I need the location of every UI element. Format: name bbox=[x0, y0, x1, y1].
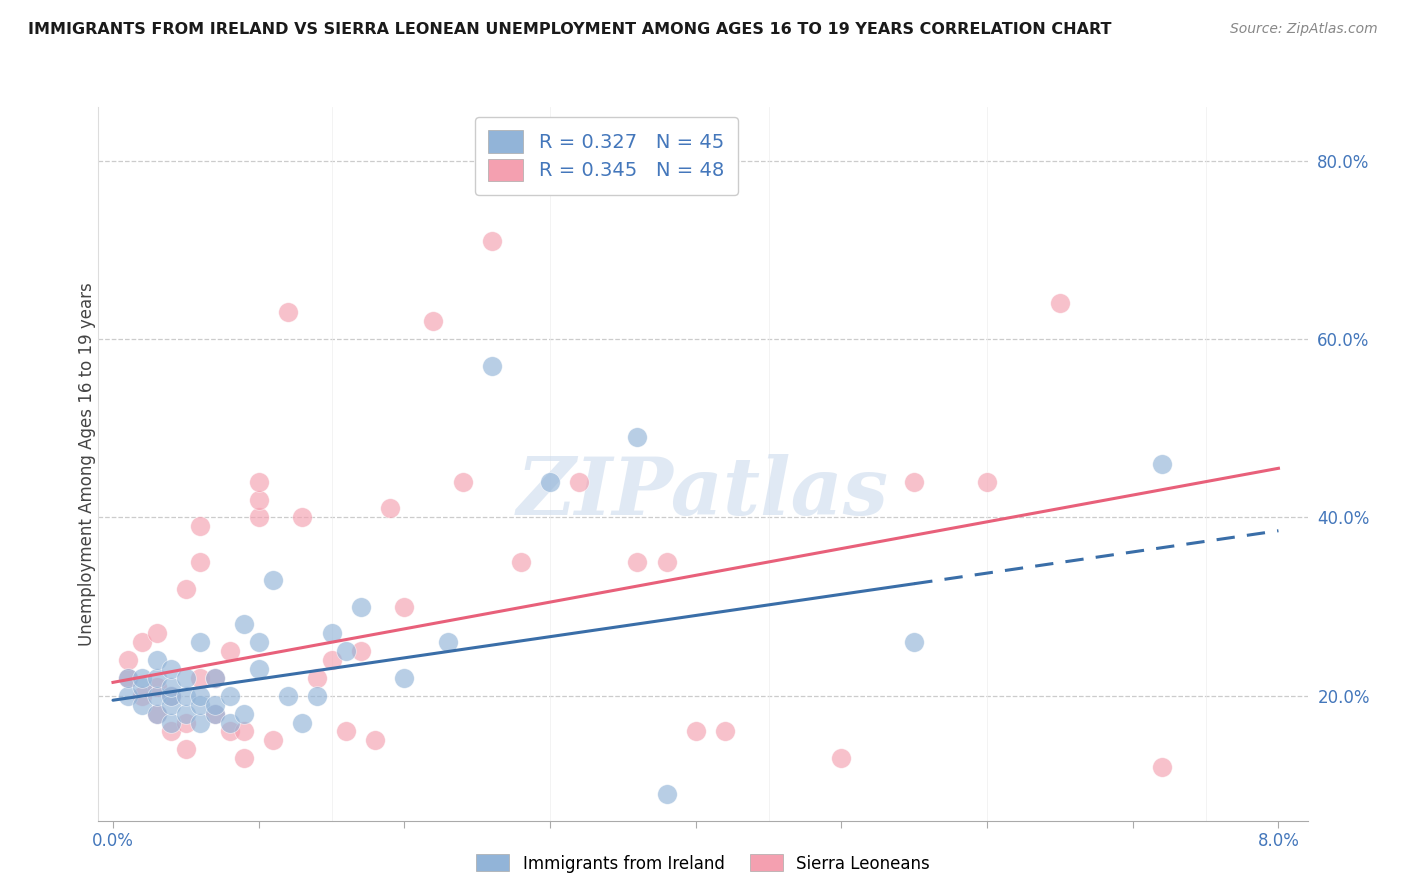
Point bbox=[145, 680, 167, 694]
Point bbox=[451, 475, 474, 489]
Point bbox=[160, 680, 183, 694]
Point bbox=[117, 653, 139, 667]
Point bbox=[174, 689, 197, 703]
Point bbox=[247, 492, 270, 507]
Text: ZIPatlas: ZIPatlas bbox=[517, 454, 889, 531]
Point bbox=[174, 742, 197, 756]
Point bbox=[160, 662, 183, 676]
Point bbox=[394, 671, 416, 685]
Point bbox=[160, 715, 183, 730]
Point bbox=[190, 698, 212, 712]
Point bbox=[350, 599, 373, 614]
Point bbox=[1049, 296, 1071, 310]
Point bbox=[233, 617, 256, 632]
Point bbox=[685, 724, 707, 739]
Point bbox=[378, 501, 401, 516]
Point bbox=[305, 689, 328, 703]
Point bbox=[233, 751, 256, 765]
Point bbox=[422, 314, 444, 328]
Point bbox=[204, 706, 226, 721]
Point bbox=[305, 671, 328, 685]
Point bbox=[247, 635, 270, 649]
Point bbox=[204, 706, 226, 721]
Point bbox=[437, 635, 460, 649]
Point bbox=[568, 475, 591, 489]
Point bbox=[321, 653, 343, 667]
Point bbox=[509, 555, 531, 569]
Point bbox=[218, 689, 240, 703]
Text: IMMIGRANTS FROM IRELAND VS SIERRA LEONEAN UNEMPLOYMENT AMONG AGES 16 TO 19 YEARS: IMMIGRANTS FROM IRELAND VS SIERRA LEONEA… bbox=[28, 22, 1112, 37]
Point bbox=[321, 626, 343, 640]
Point bbox=[335, 724, 357, 739]
Point bbox=[145, 706, 167, 721]
Point bbox=[626, 430, 648, 444]
Point bbox=[117, 689, 139, 703]
Point bbox=[976, 475, 998, 489]
Point bbox=[145, 653, 167, 667]
Point bbox=[335, 644, 357, 658]
Y-axis label: Unemployment Among Ages 16 to 19 years: Unemployment Among Ages 16 to 19 years bbox=[79, 282, 96, 646]
Point bbox=[262, 733, 284, 747]
Point bbox=[190, 555, 212, 569]
Point bbox=[145, 706, 167, 721]
Point bbox=[350, 644, 373, 658]
Point bbox=[291, 715, 314, 730]
Point bbox=[1150, 457, 1173, 471]
Point bbox=[655, 555, 678, 569]
Point bbox=[160, 698, 183, 712]
Point bbox=[131, 689, 153, 703]
Point bbox=[131, 635, 153, 649]
Point bbox=[481, 234, 503, 248]
Point bbox=[277, 305, 299, 319]
Point bbox=[655, 787, 678, 801]
Point bbox=[1150, 760, 1173, 774]
Point bbox=[145, 671, 167, 685]
Point bbox=[190, 671, 212, 685]
Point bbox=[262, 573, 284, 587]
Point bbox=[218, 715, 240, 730]
Point bbox=[903, 475, 925, 489]
Point bbox=[117, 671, 139, 685]
Point bbox=[277, 689, 299, 703]
Point bbox=[131, 680, 153, 694]
Point bbox=[190, 715, 212, 730]
Point bbox=[830, 751, 852, 765]
Point bbox=[903, 635, 925, 649]
Point bbox=[247, 662, 270, 676]
Point bbox=[160, 689, 183, 703]
Point bbox=[218, 644, 240, 658]
Point bbox=[233, 724, 256, 739]
Point bbox=[714, 724, 737, 739]
Point bbox=[394, 599, 416, 614]
Point bbox=[247, 510, 270, 524]
Point bbox=[174, 715, 197, 730]
Point bbox=[190, 635, 212, 649]
Legend: R = 0.327   N = 45, R = 0.345   N = 48: R = 0.327 N = 45, R = 0.345 N = 48 bbox=[475, 117, 738, 194]
Point bbox=[190, 519, 212, 533]
Point bbox=[160, 689, 183, 703]
Text: Source: ZipAtlas.com: Source: ZipAtlas.com bbox=[1230, 22, 1378, 37]
Point bbox=[538, 475, 561, 489]
Point bbox=[218, 724, 240, 739]
Point bbox=[291, 510, 314, 524]
Point bbox=[131, 698, 153, 712]
Point bbox=[233, 706, 256, 721]
Point bbox=[204, 671, 226, 685]
Point bbox=[204, 698, 226, 712]
Point bbox=[481, 359, 503, 373]
Point bbox=[364, 733, 387, 747]
Point bbox=[174, 706, 197, 721]
Point bbox=[117, 671, 139, 685]
Point bbox=[131, 671, 153, 685]
Point bbox=[626, 555, 648, 569]
Legend: Immigrants from Ireland, Sierra Leoneans: Immigrants from Ireland, Sierra Leoneans bbox=[470, 847, 936, 880]
Point bbox=[247, 475, 270, 489]
Point bbox=[160, 724, 183, 739]
Point bbox=[204, 671, 226, 685]
Point bbox=[190, 689, 212, 703]
Point bbox=[174, 582, 197, 596]
Point bbox=[145, 689, 167, 703]
Point bbox=[174, 671, 197, 685]
Point bbox=[145, 626, 167, 640]
